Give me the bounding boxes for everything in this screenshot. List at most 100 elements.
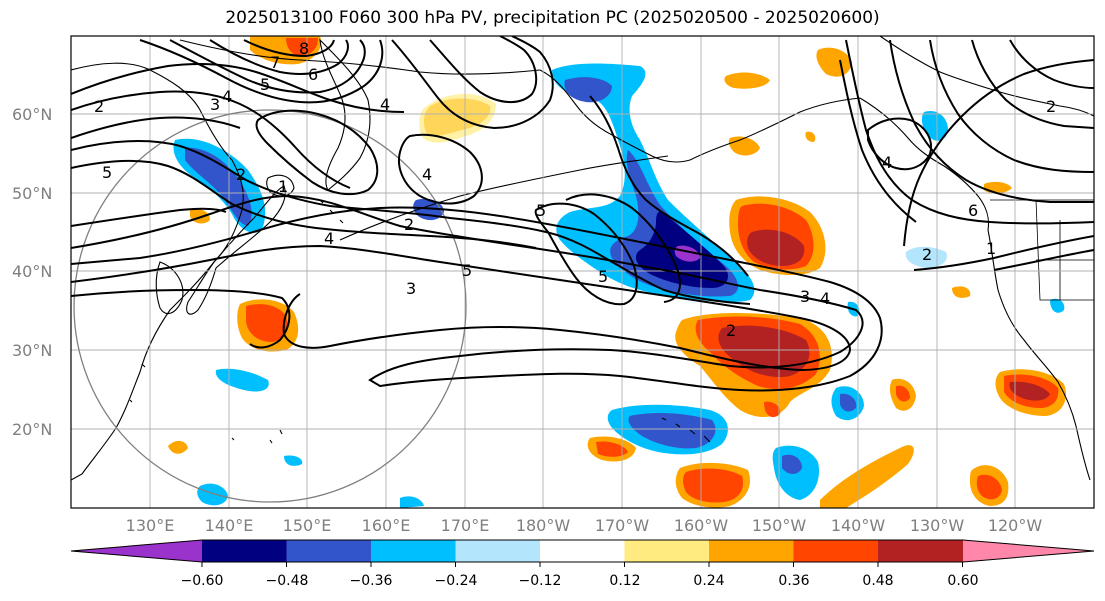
colorbar-tick-pos048: 0.48 bbox=[862, 573, 893, 589]
contour-label-8: 8 bbox=[299, 39, 309, 58]
lon-label-150e: 150°E bbox=[283, 516, 332, 535]
pos-region-west-1-red bbox=[246, 304, 288, 342]
colorbar-segment-9 bbox=[878, 540, 963, 562]
pos-region-hawaii-west-red bbox=[596, 441, 628, 457]
colorbar-segment-6 bbox=[624, 540, 710, 562]
pos-region-small-c-red bbox=[896, 385, 910, 402]
contour-label-6: 6 bbox=[308, 65, 318, 84]
colorbar-segment-1 bbox=[202, 540, 287, 562]
neg-region-small-6 bbox=[284, 455, 303, 466]
contour-label-5c: 5 bbox=[462, 261, 472, 280]
colorbar bbox=[70, 539, 1095, 567]
colorbar-segment-5 bbox=[540, 540, 625, 562]
contour-label-4c: 4 bbox=[422, 165, 432, 184]
contour-18 bbox=[565, 193, 681, 303]
coast-korea bbox=[155, 261, 184, 315]
map-border bbox=[70, 35, 1095, 509]
neg-region-east-1-inner bbox=[782, 454, 802, 474]
neg-region-gulf-inner bbox=[564, 77, 612, 103]
colorbar-segment-2 bbox=[286, 540, 372, 562]
contour-label-2f: 2 bbox=[1046, 97, 1056, 116]
coast-canada-north bbox=[879, 36, 1094, 117]
contour-25 bbox=[903, 59, 1094, 247]
lon-label-160w: 160°W bbox=[674, 516, 729, 535]
pos-region-small-b bbox=[168, 440, 188, 454]
contour-label-4d: 4 bbox=[324, 229, 334, 248]
contour-label-4f: 4 bbox=[882, 153, 892, 172]
pos-region-aleutian-west-yellow bbox=[419, 93, 496, 143]
contour-label-5e: 5 bbox=[598, 267, 608, 286]
longitude-labels: 130°E 140°E 150°E 160°E 170°E 180°W 170°… bbox=[126, 516, 1043, 535]
contour-label-2c: 2 bbox=[404, 215, 414, 234]
colorbar-segment-4 bbox=[455, 540, 541, 562]
colorbar-tick-pos060: 0.60 bbox=[947, 573, 978, 589]
contour-3 bbox=[71, 288, 291, 349]
contour-labels: 8 7 6 5 4 3 2 4 5 1 2 4 2 4 3 5 5 5 3 4 … bbox=[94, 39, 1056, 340]
pos-region-top-red bbox=[286, 38, 318, 56]
contour-22 bbox=[929, 39, 1094, 173]
neg-region-small-5 bbox=[400, 496, 424, 508]
colorbar-segment-3 bbox=[371, 540, 456, 562]
pos-region-far-east-core bbox=[1009, 381, 1050, 401]
colorbar-extend-low bbox=[71, 540, 203, 562]
contour-label-6b: 6 bbox=[968, 201, 978, 220]
pos-region-small-d bbox=[764, 401, 781, 418]
contour-16 bbox=[398, 133, 483, 205]
lat-label-50n: 50°N bbox=[12, 184, 52, 203]
lon-label-130w: 130°W bbox=[910, 516, 965, 535]
borders-north-america bbox=[990, 199, 1094, 301]
contour-2 bbox=[71, 244, 852, 372]
contour-11 bbox=[209, 39, 349, 75]
pv-contours bbox=[71, 36, 1094, 392]
neg-region-small-7 bbox=[1050, 298, 1065, 313]
neg-region-small-2 bbox=[921, 110, 948, 141]
contour-9 bbox=[139, 39, 384, 104]
contour-13 bbox=[391, 36, 554, 130]
contour-label-3: 3 bbox=[210, 95, 220, 114]
colorbar-tick-neg036: −0.36 bbox=[350, 573, 393, 589]
lat-label-40n: 40°N bbox=[12, 262, 52, 281]
coast-alaska-south bbox=[859, 97, 990, 231]
contour-label-4b: 4 bbox=[380, 95, 390, 114]
colorbar-tick-neg048: −0.48 bbox=[266, 573, 309, 589]
coast-north-america bbox=[987, 229, 1091, 481]
coast-hawaii-islands bbox=[661, 417, 711, 443]
colorbar-tick-neg060: −0.60 bbox=[181, 573, 224, 589]
lat-label-20n: 20°N bbox=[12, 420, 52, 439]
pos-region-sw-2-red bbox=[976, 474, 1002, 500]
contour-label-2b: 2 bbox=[236, 165, 246, 184]
figure-title: 2025013100 F060 300 hPa PV, precipitatio… bbox=[225, 8, 880, 28]
contour-12 bbox=[243, 39, 335, 58]
map-area bbox=[71, 36, 1094, 508]
colorbar-extend-high bbox=[963, 540, 1094, 562]
contour-label-4e: 4 bbox=[820, 289, 830, 308]
contour-21 bbox=[889, 39, 1094, 203]
contour-label-2d: 2 bbox=[726, 321, 736, 340]
pos-region-sw-1 bbox=[820, 445, 914, 508]
contour-24 bbox=[1009, 39, 1094, 89]
pos-region-small-f bbox=[952, 286, 971, 298]
colorbar-segment-7 bbox=[709, 540, 794, 562]
contour-label-4: 4 bbox=[222, 87, 232, 106]
pos-region-ne-2 bbox=[724, 72, 770, 89]
contour-14 bbox=[429, 36, 538, 103]
lon-label-140w: 140°W bbox=[831, 516, 886, 535]
contour-27 bbox=[993, 249, 1094, 271]
contour-15 bbox=[255, 109, 379, 196]
lon-label-150w: 150°W bbox=[752, 516, 807, 535]
lon-label-160e: 160°E bbox=[362, 516, 411, 535]
neg-region-small-4 bbox=[197, 483, 228, 506]
contour-19 bbox=[589, 95, 749, 277]
contour-label-2: 2 bbox=[94, 97, 104, 116]
neg-region-hawaii-inner bbox=[628, 413, 716, 449]
contour-label-1: 1 bbox=[278, 177, 288, 196]
colorbar-tick-neg024: −0.24 bbox=[435, 573, 478, 589]
contour-label-2e: 2 bbox=[922, 245, 932, 264]
colorbar-segment-8 bbox=[793, 540, 879, 562]
lat-label-60n: 60°N bbox=[12, 105, 52, 124]
pos-region-hawaii-east-red bbox=[683, 468, 744, 503]
contour-label-5d: 5 bbox=[536, 201, 546, 220]
colorbar-tick-neg012: −0.12 bbox=[519, 573, 562, 589]
contour-8 bbox=[71, 63, 405, 113]
